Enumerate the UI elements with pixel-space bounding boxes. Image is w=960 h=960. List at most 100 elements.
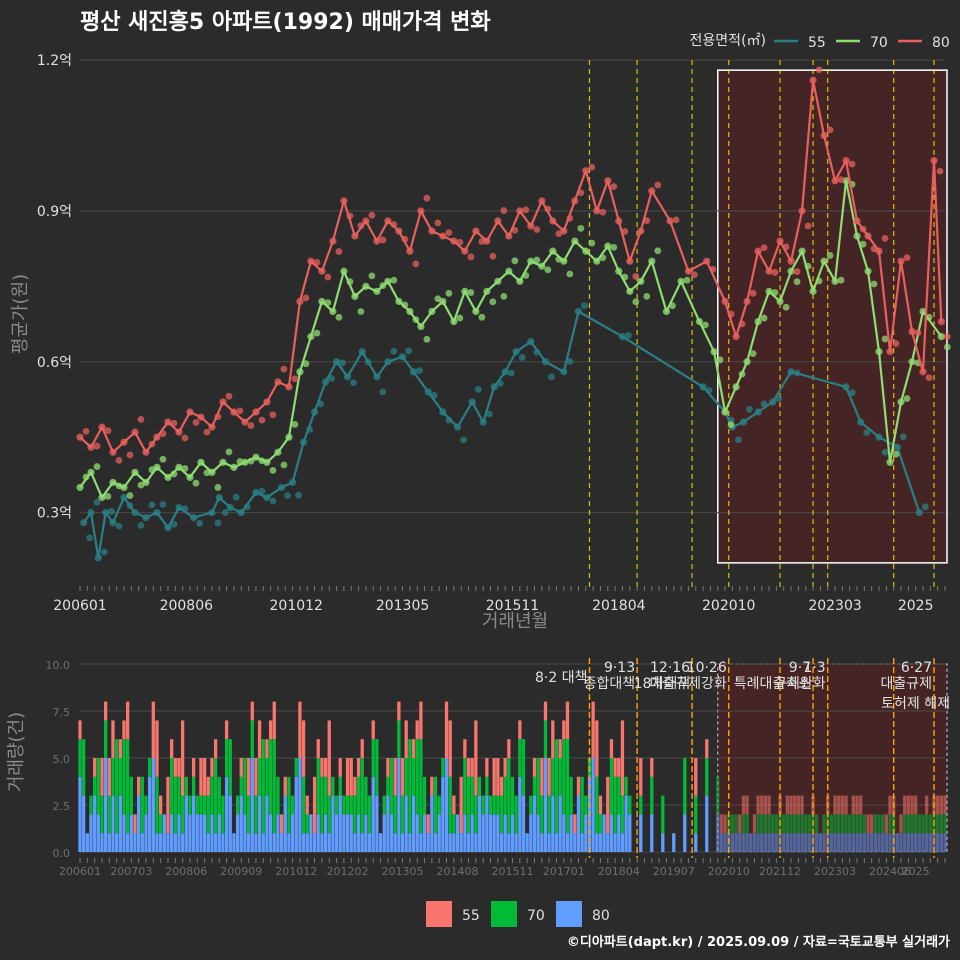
- volume-bar-70: [254, 795, 258, 834]
- series-70-point: [164, 473, 172, 481]
- series-70-point: [439, 297, 447, 306]
- series-80-scatter: [848, 160, 856, 168]
- volume-bar-55: [239, 758, 243, 777]
- series-80-scatter: [401, 235, 409, 243]
- series-55-scatter: [460, 436, 467, 444]
- volume-bar-55: [426, 814, 430, 834]
- series-80-scatter: [82, 427, 90, 435]
- volume-bar-70: [745, 814, 749, 834]
- volume-bar-70: [400, 795, 405, 834]
- volume-bar-80: [137, 795, 141, 852]
- volume-bar-70: [323, 776, 328, 815]
- volume-bar-80: [694, 833, 698, 852]
- legend-swatch-55: [426, 901, 452, 927]
- volume-bar-70: [829, 814, 834, 834]
- volume-bar-80: [338, 795, 342, 852]
- series-80-point: [538, 197, 546, 205]
- series-70-scatter: [390, 276, 398, 284]
- volume-bar-70: [598, 814, 603, 834]
- series-70-point: [219, 458, 227, 466]
- series-55-point: [384, 358, 392, 366]
- volume-bar-80: [749, 833, 753, 852]
- volume-bar-70: [848, 814, 852, 834]
- volume-bar-70: [360, 758, 364, 834]
- volume-bar-55: [210, 758, 214, 777]
- series-80-point: [395, 227, 403, 235]
- volume-bar-80: [397, 758, 401, 852]
- volume-bar-55: [206, 776, 210, 796]
- volume-bar-80: [763, 833, 768, 852]
- series-70-point: [798, 247, 806, 255]
- price-panel: 0.3억 0.6억 0.9억 1.2억 200601 200806 201012 201305…: [10, 53, 951, 632]
- volume-bar-80: [767, 833, 771, 852]
- series-55-point: [618, 333, 627, 341]
- volume-bar-55: [345, 758, 350, 796]
- series-80-scatter: [815, 66, 823, 74]
- volume-bar-55: [752, 814, 757, 834]
- volume-bar-80: [235, 814, 240, 852]
- series-80-scatter: [225, 392, 233, 400]
- volume-bar-80: [818, 833, 823, 852]
- volume-bar-70: [804, 814, 808, 834]
- series-80-point: [351, 232, 359, 240]
- series-80-scatter: [599, 208, 607, 216]
- series-70-point: [186, 473, 194, 481]
- series-70-point: [615, 267, 623, 275]
- x-tick-label: 202303: [808, 598, 861, 614]
- volume-bar-55: [312, 776, 317, 834]
- volume-bar-80: [789, 833, 793, 852]
- series-70-point: [626, 287, 634, 295]
- series-55-point: [787, 368, 795, 376]
- volume-bar-80: [393, 833, 397, 852]
- series-70-scatter: [379, 282, 387, 289]
- volume-bar-80: [774, 833, 779, 852]
- series-80-scatter: [881, 234, 889, 242]
- volume-bar-70: [936, 814, 940, 834]
- series-55-scatter: [445, 416, 453, 424]
- volume-bar-80: [276, 814, 280, 852]
- series-80-scatter: [632, 272, 640, 280]
- x-tick-label: 202010: [702, 598, 755, 614]
- volume-bar-80: [111, 795, 115, 852]
- series-80-scatter: [357, 222, 365, 230]
- series-80-scatter: [456, 238, 464, 246]
- series-80-point: [406, 247, 414, 255]
- volume-bar-80: [404, 795, 408, 852]
- volume-x-tick: 201701: [543, 865, 585, 878]
- series-70-point: [908, 358, 916, 366]
- volume-bar-80: [848, 833, 852, 852]
- series-70-scatter: [269, 467, 277, 474]
- series-80-scatter: [214, 413, 222, 421]
- volume-bar-55: [543, 701, 548, 721]
- volume-bar-70: [433, 776, 438, 834]
- series-70-point: [853, 232, 861, 240]
- volume-bar-80: [224, 776, 229, 852]
- volume-bar-80: [155, 833, 159, 852]
- series-70-point: [329, 307, 337, 316]
- volume-bar-55: [268, 720, 273, 740]
- volume-bar-80: [617, 814, 621, 852]
- volume-bar-80: [877, 833, 881, 852]
- volume-bar-55: [598, 795, 603, 815]
- series-80-point: [208, 423, 216, 431]
- series-70-scatter: [214, 484, 222, 491]
- volume-bar-70: [785, 814, 790, 834]
- series-70-point: [395, 297, 403, 306]
- series-80-point: [798, 207, 806, 215]
- volume-x-tick: 202010: [708, 865, 750, 878]
- series-70-point: [362, 282, 370, 290]
- policy-label: 대출규제: [880, 676, 932, 692]
- volume-bar-70: [243, 758, 247, 815]
- volume-bar-70: [463, 758, 467, 815]
- volume-bar-80: [569, 814, 573, 852]
- series-80-point: [637, 227, 645, 235]
- volume-bar-70: [301, 776, 306, 834]
- volume-bar-70: [89, 795, 93, 815]
- series-70-point: [98, 493, 106, 502]
- volume-bar-55: [118, 739, 122, 758]
- volume-bar-70: [767, 814, 771, 834]
- volume-bar-55: [866, 814, 870, 834]
- series-70-scatter: [170, 470, 178, 478]
- volume-bar-80: [628, 814, 632, 852]
- volume-bar-70: [558, 758, 562, 796]
